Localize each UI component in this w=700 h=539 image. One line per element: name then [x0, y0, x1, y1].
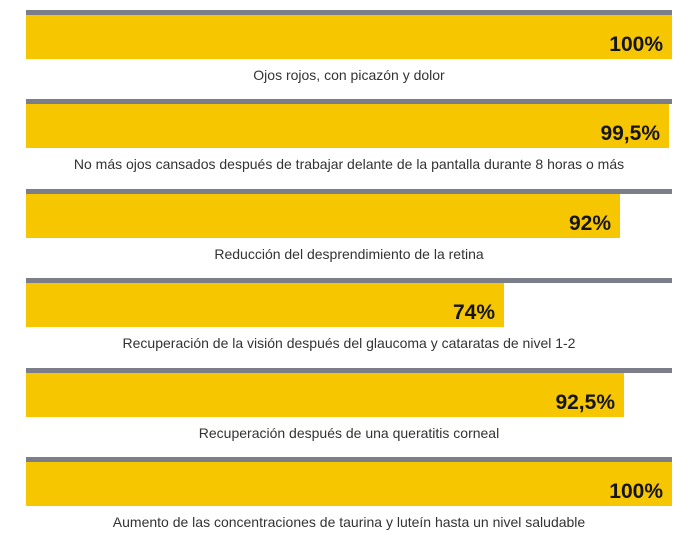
bar-track	[26, 367, 672, 373]
bar-row: 92% Reducción del desprendimiento de la r…	[26, 188, 672, 269]
bar-category-label: Recuperación de la visión después del gl…	[122, 335, 576, 352]
bar-row: 99,5% No más ojos cansados después de tra…	[26, 99, 672, 179]
bar-track	[26, 188, 672, 194]
bar-fill: 99,5%	[26, 104, 669, 149]
bar-fill: 100%	[26, 462, 672, 506]
bar-fill: 92,5%	[26, 372, 624, 417]
bar-value-label: 100%	[609, 480, 663, 503]
bar-value-label: 74%	[452, 301, 495, 325]
bar-track	[26, 457, 672, 462]
bar-value-label: 100%	[609, 33, 663, 56]
bar-category-label: Ojos rojos, con picazón y dolor	[253, 67, 445, 83]
bar-row: 92,5% Recuperación después de una querati…	[26, 367, 672, 448]
bar-row: 100% Ojos rojos, con picazón y dolor	[26, 10, 672, 90]
bar-value-label: 92,5%	[555, 390, 615, 414]
bar-fill: 92%	[26, 193, 620, 238]
bar-value-label: 92%	[568, 211, 611, 235]
bar-category-label: Aumento de las concentraciones de taurin…	[112, 514, 586, 530]
bar-track	[26, 10, 672, 15]
bar-category-label: Reducción del desprendimiento de la reti…	[214, 245, 484, 262]
bar-track	[26, 99, 672, 105]
bar-category-label: No más ojos cansados después de trabajar…	[73, 156, 625, 173]
bar-category-label: Recuperación después de una queratitis c…	[198, 424, 500, 441]
bar-track	[26, 278, 672, 284]
bar-value-label: 99,5%	[600, 122, 660, 146]
bar-fill: 74%	[26, 283, 504, 328]
bar-row: 74% Recuperación de la visión después del…	[26, 278, 672, 358]
bar-row: 100% Aumento de las concentraciones de ta…	[26, 457, 672, 537]
bar-fill: 100%	[26, 15, 672, 59]
